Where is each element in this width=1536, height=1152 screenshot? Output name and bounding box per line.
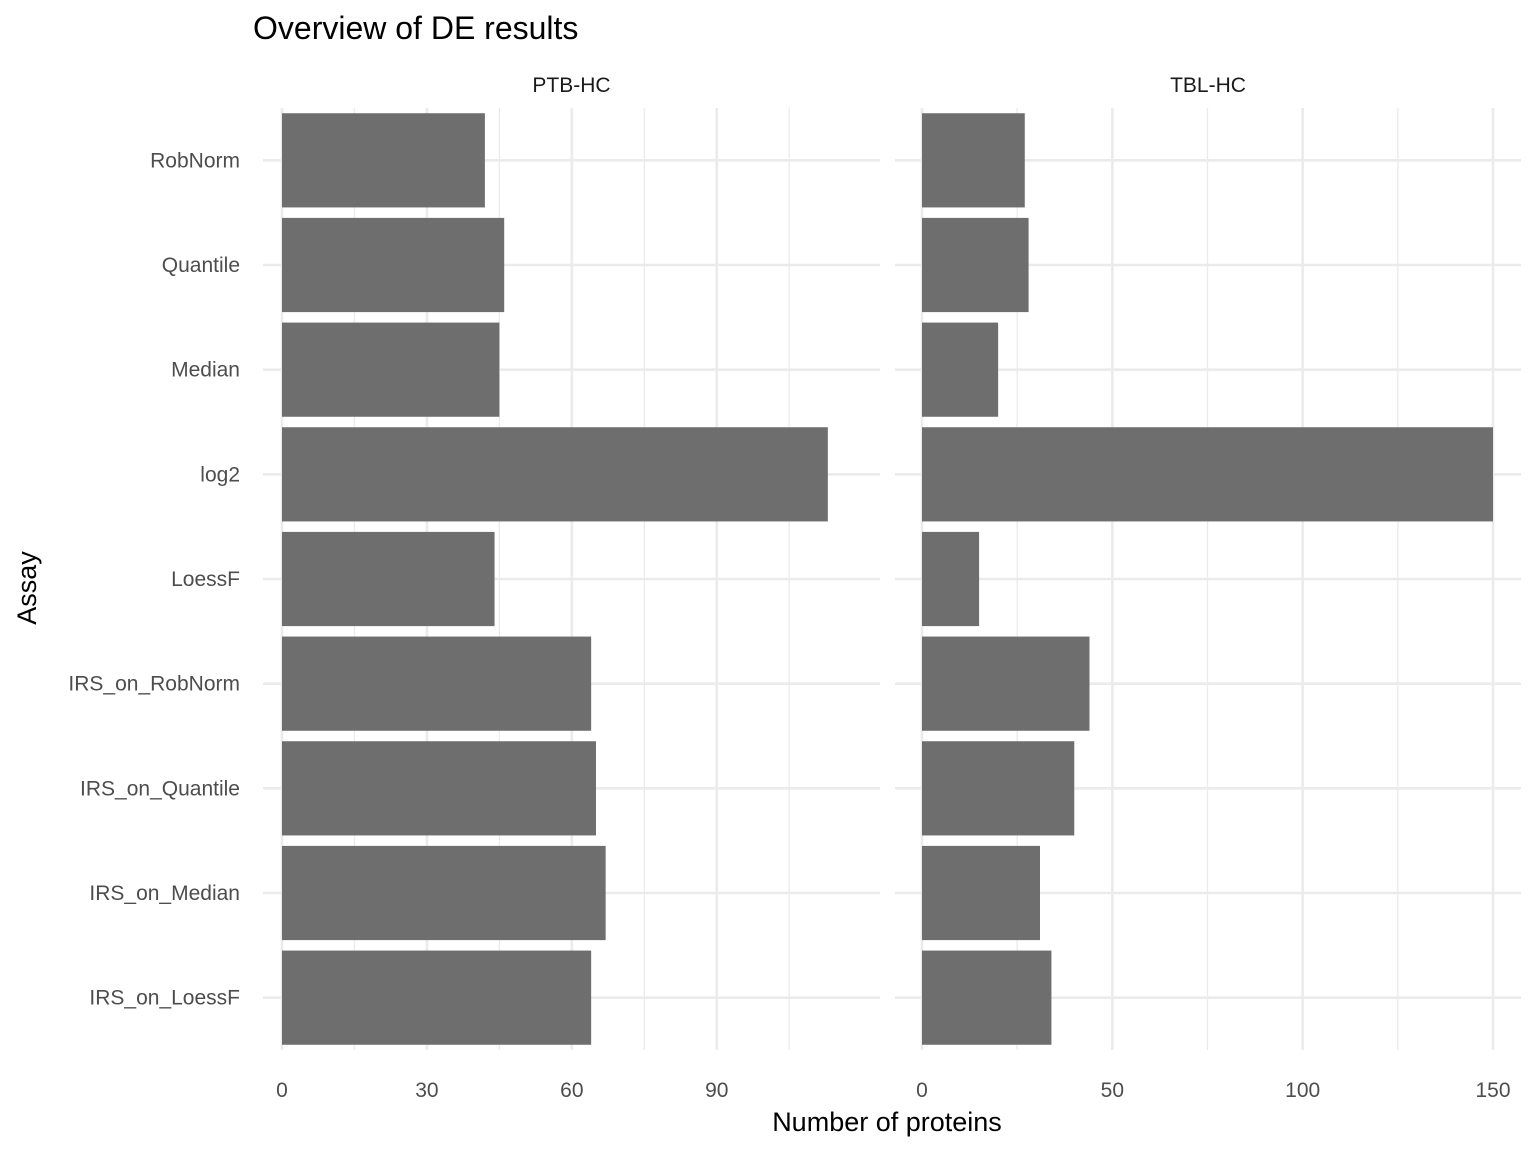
bar-Quantile xyxy=(282,217,505,313)
bar-log2 xyxy=(282,427,828,522)
x-tick-label: 60 xyxy=(560,1079,583,1102)
bar-RobNorm xyxy=(922,113,1025,208)
bar-IRS_on_LoessF xyxy=(922,950,1052,1045)
bar-IRS_on_RobNorm xyxy=(282,636,592,731)
bar-IRS_on_Median xyxy=(282,845,606,941)
y-tick-label: LoessF xyxy=(171,568,240,591)
x-tick-label: 100 xyxy=(1285,1079,1320,1102)
y-tick-label: RobNorm xyxy=(150,149,240,172)
y-tick-label: Median xyxy=(171,359,240,382)
y-axis-title: Assay xyxy=(12,551,42,625)
bar-LoessF xyxy=(282,531,495,627)
bar-IRS_on_Quantile xyxy=(922,741,1075,836)
bar-IRS_on_Quantile xyxy=(282,741,596,836)
panel-PTB-HC: PTB-HC 0 30 60 90 xyxy=(263,74,880,1102)
bar-LoessF xyxy=(922,531,980,627)
y-tick-label: IRS_on_Median xyxy=(89,882,240,905)
x-tick-label: 30 xyxy=(415,1079,438,1102)
x-tick-label: 150 xyxy=(1475,1079,1510,1102)
x-tick-label: 0 xyxy=(276,1079,288,1102)
y-tick-label: IRS_on_LoessF xyxy=(89,987,240,1010)
x-tick-label: 90 xyxy=(705,1079,728,1102)
y-tick-label: IRS_on_Quantile xyxy=(80,777,240,800)
bar-IRS_on_Median xyxy=(922,845,1041,941)
y-tick-label: IRS_on_RobNorm xyxy=(68,673,240,696)
chart-title: Overview of DE results xyxy=(253,10,578,46)
x-tick-label: 50 xyxy=(1101,1079,1124,1102)
bar-RobNorm xyxy=(282,113,485,208)
bar-log2 xyxy=(922,427,1493,522)
panels: PTB-HC 0 30 60 90 TBL-HC 0 50 100 150 xyxy=(263,74,1521,1102)
y-tick-labels: RobNorm Quantile Median log2 LoessF IRS_on_Ro… xyxy=(68,149,240,1009)
bar-IRS_on_RobNorm xyxy=(922,636,1090,731)
facet-strip-label: PTB-HC xyxy=(532,74,610,97)
panel-TBL-HC: TBL-HC 0 50 100 150 xyxy=(895,74,1521,1102)
y-tick-label: log2 xyxy=(200,463,240,486)
x-axis-title: Number of proteins xyxy=(772,1107,1002,1137)
bar-Median xyxy=(282,322,500,417)
bar-Quantile xyxy=(922,217,1029,313)
y-tick-label: Quantile xyxy=(162,254,240,277)
facet-strip-label: TBL-HC xyxy=(1170,74,1246,97)
x-tick-label: 0 xyxy=(916,1079,928,1102)
bar-IRS_on_LoessF xyxy=(282,950,592,1045)
bar-Median xyxy=(922,322,999,417)
